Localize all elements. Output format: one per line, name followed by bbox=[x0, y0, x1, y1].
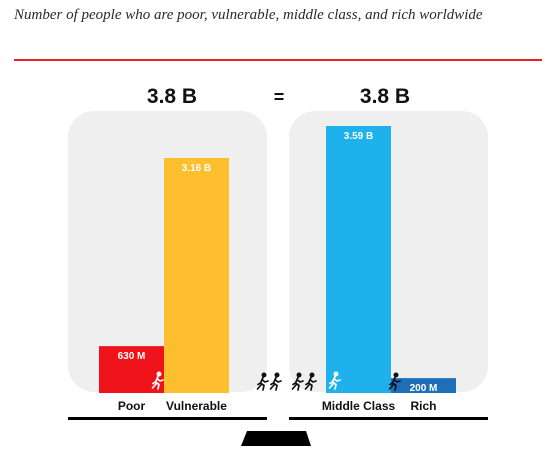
chart-title: Number of people who are poor, vulnerabl… bbox=[14, 7, 483, 23]
category-label-rich: Rich bbox=[410, 399, 436, 413]
bar-poor bbox=[99, 346, 164, 393]
baseline-left bbox=[68, 417, 267, 420]
value-label-middle-class: 3.59 B bbox=[344, 131, 373, 142]
value-label-rich: 200 M bbox=[410, 383, 438, 394]
baseline-right bbox=[289, 417, 488, 420]
bar-rich bbox=[391, 378, 456, 393]
group-total-left: 3.8 B bbox=[147, 85, 197, 108]
category-label-vulnerable: Vulnerable bbox=[166, 399, 227, 413]
bar-middle-class bbox=[326, 126, 391, 393]
title-rule bbox=[14, 59, 542, 61]
group-total-right: 3.8 B bbox=[360, 85, 410, 108]
runner-icon bbox=[269, 372, 282, 391]
bar-vulnerable bbox=[164, 157, 229, 393]
value-label-poor: 630 M bbox=[118, 351, 146, 362]
equals-sign: = bbox=[274, 87, 285, 107]
value-label-vulnerable: 3.16 B bbox=[182, 163, 211, 174]
category-label-poor: Poor bbox=[118, 399, 146, 413]
category-label-middle-class: Middle Class bbox=[322, 399, 396, 413]
fulcrum bbox=[241, 431, 311, 446]
